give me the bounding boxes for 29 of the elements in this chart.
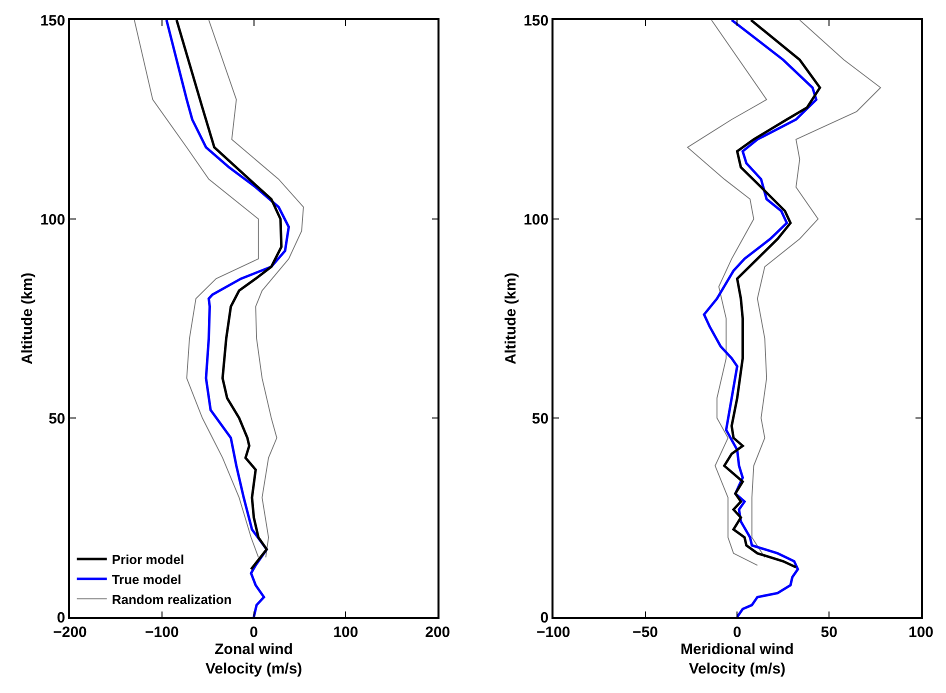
x-tick-label: −50 (632, 624, 658, 641)
line-series (208, 20, 304, 558)
y-tick-label: 100 (40, 211, 66, 228)
x-tick-label: 200 (425, 624, 450, 641)
x-tick-label: −100 (536, 624, 570, 641)
x-axis-title: Meridional wind Velocity (m/s) (680, 640, 794, 678)
legend-label: Random realization (112, 592, 232, 607)
legend-label: Prior model (112, 552, 184, 568)
y-tick-label: 0 (540, 609, 549, 626)
x-tick-label: 0 (733, 624, 742, 641)
y-axis-title: Altitude (km) (502, 272, 520, 364)
y-tick-label: 50 (532, 410, 549, 428)
x-tick-label: 100 (908, 624, 934, 641)
line-series (751, 20, 882, 558)
y-tick-label: 0 (56, 609, 66, 626)
x-tick-label: 100 (333, 624, 358, 641)
y-tick-label: 50 (48, 410, 66, 428)
line-series (702, 20, 818, 617)
legend-label: True model (112, 572, 182, 587)
line-series (687, 20, 768, 566)
x-tick-label: −100 (145, 624, 179, 641)
x-tick-label: −200 (53, 624, 87, 641)
x-axis-title: Zonal wind Velocity (m/s) (205, 640, 302, 678)
x-tick-label: 50 (820, 624, 838, 641)
y-tick-label: 100 (524, 211, 549, 228)
y-tick-label: 150 (524, 12, 549, 30)
y-axis-title: Altitude (km) (18, 272, 36, 364)
x-tick-label: 0 (250, 624, 258, 641)
y-tick-label: 150 (40, 12, 66, 30)
